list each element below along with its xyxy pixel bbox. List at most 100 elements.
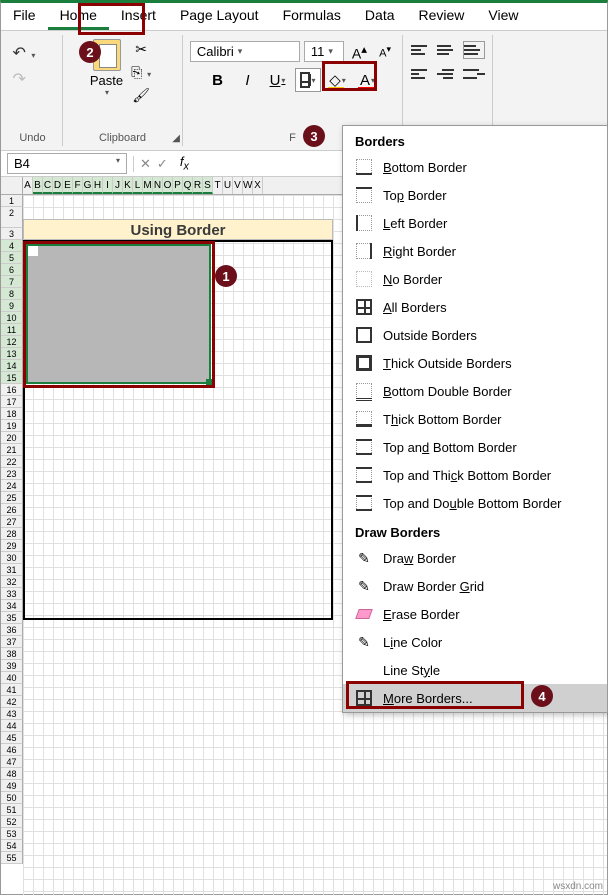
tab-view[interactable]: View <box>476 3 530 30</box>
col-H[interactable]: H <box>93 177 103 194</box>
row-38[interactable]: 38 <box>1 648 23 660</box>
selected-range[interactable] <box>26 244 211 384</box>
row-6[interactable]: 6 <box>1 264 23 276</box>
col-A[interactable]: A <box>23 177 33 194</box>
border-option-outside-borders[interactable]: Outside Borders <box>343 321 607 349</box>
col-R[interactable]: R <box>193 177 203 194</box>
clipboard-launcher[interactable]: ◢ <box>172 133 180 144</box>
cancel-entry-icon[interactable]: ✕ <box>140 156 151 172</box>
row-52[interactable]: 52 <box>1 816 23 828</box>
row-2[interactable]: 2 <box>1 207 23 228</box>
border-option-left-border[interactable]: Left Border <box>343 209 607 237</box>
tab-file[interactable]: File <box>1 3 48 30</box>
row-33[interactable]: 33 <box>1 588 23 600</box>
border-option-thick-bottom-border[interactable]: Thick Bottom Border <box>343 405 607 433</box>
col-K[interactable]: K <box>123 177 133 194</box>
row-12[interactable]: 12 <box>1 336 23 348</box>
row-7[interactable]: 7 <box>1 276 23 288</box>
align-middle-button[interactable] <box>437 41 459 59</box>
border-option-line-color[interactable]: ✎Line Color <box>343 628 607 656</box>
row-46[interactable]: 46 <box>1 744 23 756</box>
border-option-draw-border-grid[interactable]: ✎Draw Border Grid <box>343 572 607 600</box>
col-S[interactable]: S <box>203 177 213 194</box>
row-27[interactable]: 27 <box>1 516 23 528</box>
row-50[interactable]: 50 <box>1 792 23 804</box>
row-14[interactable]: 14 <box>1 360 23 372</box>
border-option-thick-outside-borders[interactable]: Thick Outside Borders <box>343 349 607 377</box>
row-44[interactable]: 44 <box>1 720 23 732</box>
row-30[interactable]: 30 <box>1 552 23 564</box>
row-54[interactable]: 54 <box>1 840 23 852</box>
row-22[interactable]: 22 <box>1 456 23 468</box>
tab-pagelayout[interactable]: Page Layout <box>168 3 271 30</box>
col-E[interactable]: E <box>63 177 73 194</box>
fill-color-button[interactable]: ◇▾ <box>325 68 351 92</box>
col-I[interactable]: I <box>103 177 113 194</box>
align-center-button[interactable] <box>437 65 459 83</box>
row-49[interactable]: 49 <box>1 780 23 792</box>
row-19[interactable]: 19 <box>1 420 23 432</box>
row-10[interactable]: 10 <box>1 312 23 324</box>
col-N[interactable]: N <box>153 177 163 194</box>
name-box[interactable]: B4▾ <box>7 153 127 174</box>
border-option-no-border[interactable]: No Border <box>343 265 607 293</box>
row-5[interactable]: 5 <box>1 252 23 264</box>
border-option-bottom-border[interactable]: Bottom Border <box>343 153 607 181</box>
col-D[interactable]: D <box>53 177 63 194</box>
border-option-top-and-thick-bottom-border[interactable]: Top and Thick Bottom Border <box>343 461 607 489</box>
row-39[interactable]: 39 <box>1 660 23 672</box>
align-right-button[interactable] <box>463 65 485 83</box>
col-T[interactable]: T <box>213 177 223 194</box>
row-34[interactable]: 34 <box>1 600 23 612</box>
italic-button[interactable]: I <box>235 68 261 92</box>
row-20[interactable]: 20 <box>1 432 23 444</box>
copy-button[interactable]: ⎘ ▾ <box>127 64 155 81</box>
row-42[interactable]: 42 <box>1 696 23 708</box>
fx-icon[interactable]: fx <box>174 154 195 173</box>
redo-button[interactable]: ↷ <box>13 69 53 89</box>
row-47[interactable]: 47 <box>1 756 23 768</box>
border-option-bottom-double-border[interactable]: Bottom Double Border <box>343 377 607 405</box>
more-borders-item[interactable]: More Borders... <box>343 684 607 712</box>
col-L[interactable]: L <box>133 177 143 194</box>
row-18[interactable]: 18 <box>1 408 23 420</box>
col-G[interactable]: G <box>83 177 93 194</box>
border-option-erase-border[interactable]: Erase Border <box>343 600 607 628</box>
row-55[interactable]: 55 <box>1 852 23 864</box>
row-31[interactable]: 31 <box>1 564 23 576</box>
row-53[interactable]: 53 <box>1 828 23 840</box>
underline-button[interactable]: U▾ <box>265 68 291 92</box>
col-C[interactable]: C <box>43 177 53 194</box>
row-29[interactable]: 29 <box>1 540 23 552</box>
row-45[interactable]: 45 <box>1 732 23 744</box>
border-option-top-and-bottom-border[interactable]: Top and Bottom Border <box>343 433 607 461</box>
row-23[interactable]: 23 <box>1 468 23 480</box>
border-option-right-border[interactable]: Right Border <box>343 237 607 265</box>
row-35[interactable]: 35 <box>1 612 23 624</box>
border-option-line-style[interactable]: Line Style <box>343 656 607 684</box>
row-51[interactable]: 51 <box>1 804 23 816</box>
row-37[interactable]: 37 <box>1 636 23 648</box>
border-option-draw-border[interactable]: ✎Draw Border <box>343 544 607 572</box>
row-13[interactable]: 13 <box>1 348 23 360</box>
col-B[interactable]: B <box>33 177 43 194</box>
bold-button[interactable]: B <box>205 68 231 92</box>
col-U[interactable]: U <box>223 177 233 194</box>
row-26[interactable]: 26 <box>1 504 23 516</box>
undo-button[interactable]: ↶ ▾ <box>13 43 53 63</box>
confirm-entry-icon[interactable]: ✓ <box>157 156 168 172</box>
font-name-select[interactable]: Calibri▾ <box>190 41 300 62</box>
font-size-select[interactable]: 11▾ <box>304 41 344 62</box>
col-J[interactable]: J <box>113 177 123 194</box>
row-48[interactable]: 48 <box>1 768 23 780</box>
select-all-button[interactable] <box>1 177 23 194</box>
border-option-all-borders[interactable]: All Borders <box>343 293 607 321</box>
border-option-top-border[interactable]: Top Border <box>343 181 607 209</box>
row-1[interactable]: 1 <box>1 195 23 207</box>
tab-formulas[interactable]: Formulas <box>271 3 353 30</box>
increase-font-button[interactable]: A▴ <box>348 42 371 62</box>
col-O[interactable]: O <box>163 177 173 194</box>
tab-home[interactable]: Home <box>48 3 109 30</box>
row-43[interactable]: 43 <box>1 708 23 720</box>
row-21[interactable]: 21 <box>1 444 23 456</box>
